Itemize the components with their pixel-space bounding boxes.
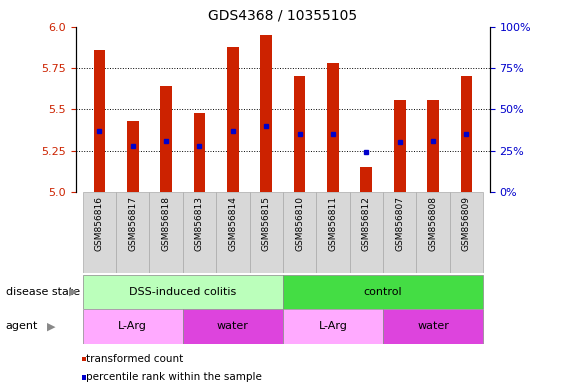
Text: GSM856813: GSM856813 <box>195 196 204 251</box>
Text: GSM856809: GSM856809 <box>462 196 471 251</box>
Text: water: water <box>217 321 249 331</box>
Bar <box>383 192 417 273</box>
Text: agent: agent <box>6 321 38 331</box>
Bar <box>116 192 149 273</box>
Bar <box>149 192 183 273</box>
Bar <box>283 192 316 273</box>
Text: GSM856807: GSM856807 <box>395 196 404 251</box>
Text: GSM856812: GSM856812 <box>362 196 371 251</box>
Text: L-Arg: L-Arg <box>118 321 147 331</box>
Text: GSM856815: GSM856815 <box>262 196 271 251</box>
Bar <box>127 121 138 192</box>
Bar <box>227 47 239 192</box>
Text: GSM856810: GSM856810 <box>295 196 304 251</box>
Text: GSM856816: GSM856816 <box>95 196 104 251</box>
Bar <box>183 309 283 344</box>
Bar <box>283 275 483 309</box>
Bar <box>461 76 472 192</box>
Bar <box>316 192 350 273</box>
Text: GSM856808: GSM856808 <box>428 196 437 251</box>
Bar <box>160 86 172 192</box>
Text: GSM856817: GSM856817 <box>128 196 137 251</box>
Text: GSM856818: GSM856818 <box>162 196 171 251</box>
Bar <box>83 192 116 273</box>
Bar <box>427 99 439 192</box>
Text: DSS-induced colitis: DSS-induced colitis <box>129 287 236 297</box>
Bar <box>350 192 383 273</box>
Bar <box>394 99 405 192</box>
Bar <box>260 35 272 192</box>
Text: ▶: ▶ <box>69 287 77 297</box>
Bar <box>183 192 216 273</box>
Bar <box>216 192 249 273</box>
Text: water: water <box>417 321 449 331</box>
Bar <box>83 275 283 309</box>
Bar <box>450 192 483 273</box>
Bar <box>93 50 105 192</box>
Text: percentile rank within the sample: percentile rank within the sample <box>86 372 262 382</box>
Bar <box>83 309 183 344</box>
Bar <box>294 76 306 192</box>
Bar <box>249 192 283 273</box>
Title: GDS4368 / 10355105: GDS4368 / 10355105 <box>208 9 358 23</box>
Text: disease state: disease state <box>6 287 80 297</box>
Text: L-Arg: L-Arg <box>319 321 347 331</box>
Text: ▶: ▶ <box>47 321 55 331</box>
Text: GSM856811: GSM856811 <box>328 196 337 251</box>
Bar <box>383 309 483 344</box>
Text: GSM856814: GSM856814 <box>229 196 238 251</box>
Bar <box>360 167 372 192</box>
Bar <box>194 113 205 192</box>
Bar <box>417 192 450 273</box>
Text: control: control <box>364 287 403 297</box>
Text: transformed count: transformed count <box>86 354 184 364</box>
Bar <box>327 63 339 192</box>
Bar <box>283 309 383 344</box>
